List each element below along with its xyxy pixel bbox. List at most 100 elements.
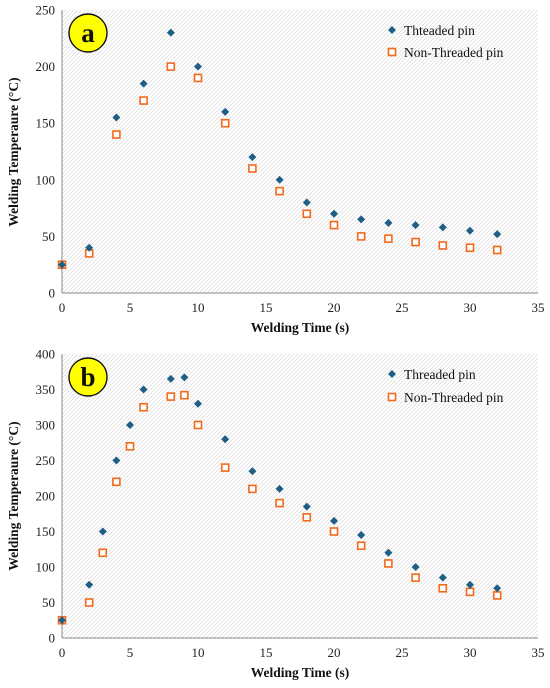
threaded-point <box>357 531 366 540</box>
threaded-point <box>166 374 175 383</box>
threaded-point <box>357 215 366 224</box>
threaded-point <box>302 502 311 511</box>
panel-badge-a <box>68 13 108 53</box>
y-tick-label: 250 <box>36 453 56 468</box>
non-threaded-point <box>384 234 393 243</box>
y-axis-label-b: Welding Temperaure (°C) <box>6 421 21 570</box>
non-threaded-point <box>302 209 312 219</box>
non-threaded-point <box>275 498 284 508</box>
non-threaded-point <box>220 118 230 128</box>
threaded-point <box>493 230 502 239</box>
y-tick-label: 50 <box>42 229 55 244</box>
threaded-point <box>58 260 66 269</box>
y-tick-label: 200 <box>36 489 56 504</box>
threaded-point <box>139 79 148 88</box>
non-threaded-point <box>356 541 366 551</box>
y-tick-label: 100 <box>36 172 56 187</box>
x-tick-label: 10 <box>192 645 205 660</box>
threaded-point <box>438 223 447 232</box>
non-threaded-point <box>84 598 94 607</box>
y-ticks-b: 0 50 100 150 200 250 300 350 400 <box>36 347 56 646</box>
x-tick-label: 0 <box>59 300 66 315</box>
panel-badge-b <box>68 357 108 397</box>
non-threaded-point <box>248 164 257 173</box>
non-threaded-point <box>139 96 148 105</box>
y-ticks-a: 0 50 100 150 200 250 <box>36 3 56 301</box>
x-axis-label-b: Welding Time (s) <box>251 665 350 680</box>
x-axis-label-a: Welding Time (s) <box>251 320 350 335</box>
panel-letter-a: a <box>81 18 95 48</box>
threaded-point <box>466 580 474 589</box>
markers-a <box>57 28 502 270</box>
non-threaded-point <box>193 73 203 83</box>
y-tick-label: 350 <box>36 382 56 397</box>
y-tick-label: 200 <box>36 59 56 74</box>
threaded-point <box>221 107 230 116</box>
non-threaded-point <box>438 241 448 250</box>
y-tick-label: 400 <box>36 347 56 362</box>
threaded-point <box>98 527 107 536</box>
threaded-point <box>493 584 502 593</box>
threaded-point <box>126 421 134 429</box>
non-threaded-point <box>302 512 312 522</box>
y-tick-label: 150 <box>36 524 56 539</box>
threaded-point <box>248 153 257 162</box>
non-threaded-point <box>180 390 189 400</box>
non-threaded-point <box>384 559 393 568</box>
threaded-point <box>166 28 175 37</box>
x-tick-label: 15 <box>260 300 273 315</box>
legend-marker-threaded-b <box>388 370 396 378</box>
non-threaded-point <box>492 245 502 255</box>
x-tick-label: 0 <box>59 645 66 660</box>
threaded-point <box>275 484 284 493</box>
x-tick-label: 10 <box>192 300 205 315</box>
x-tick-label: 35 <box>532 645 545 660</box>
y-tick-label: 150 <box>36 116 56 131</box>
non-threaded-point <box>220 463 230 472</box>
threaded-point <box>112 456 121 465</box>
non-threaded-point <box>329 220 339 230</box>
plot-area-b <box>62 354 538 638</box>
non-threaded-point <box>329 527 339 536</box>
panel-a: 0 50 100 150 200 250 0 5 10 15 20 25 30 35 Welding T… <box>6 3 545 336</box>
non-threaded-point <box>166 62 176 71</box>
threaded-point <box>180 373 189 382</box>
threaded-point <box>466 226 474 235</box>
non-threaded-point <box>139 402 148 412</box>
non-threaded-point <box>193 420 203 430</box>
x-ticks-a: 0 5 10 15 20 25 30 35 <box>59 300 545 315</box>
threaded-point <box>330 516 338 525</box>
threaded-point <box>58 616 66 625</box>
x-tick-label: 25 <box>396 300 409 315</box>
x-tick-label: 5 <box>127 300 134 315</box>
non-threaded-point <box>125 441 135 451</box>
y-axis-label-a: Welding Temperaure (°C) <box>6 77 21 226</box>
x-tick-label: 30 <box>464 300 477 315</box>
legend-marker-nonthreaded-b <box>387 392 397 402</box>
threaded-point <box>85 243 94 252</box>
threaded-point <box>248 467 257 476</box>
non-threaded-point <box>356 232 366 241</box>
legend-b: Threaded pin Non-Threaded pin <box>387 367 504 405</box>
threaded-point <box>194 62 202 71</box>
legend-marker-threaded-a <box>388 26 396 34</box>
non-threaded-point <box>248 484 257 494</box>
threaded-point <box>330 209 338 218</box>
threaded-point <box>384 218 393 227</box>
threaded-point <box>302 198 311 207</box>
legend-label-nonthreaded-a: Non-Threaded pin <box>404 45 504 60</box>
panel-letter-b: b <box>80 362 95 392</box>
x-ticks-b: 0 5 10 15 20 25 30 35 <box>59 645 545 660</box>
x-tick-label: 15 <box>260 645 273 660</box>
x-tick-label: 25 <box>396 645 409 660</box>
plot-area-a <box>62 10 538 293</box>
x-tick-label: 20 <box>328 300 341 315</box>
threaded-point <box>85 580 94 589</box>
non-threaded-point <box>411 573 420 582</box>
non-threaded-point <box>438 583 448 593</box>
markers-b <box>57 373 502 625</box>
non-threaded-point <box>492 591 502 600</box>
threaded-point <box>112 113 121 122</box>
